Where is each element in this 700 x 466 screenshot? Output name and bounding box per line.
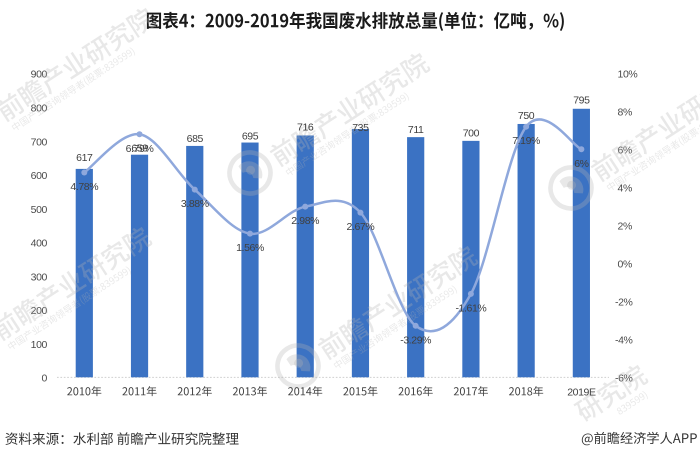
svg-text:6.79%: 6.79%	[126, 143, 154, 155]
svg-text:2.98%: 2.98%	[291, 215, 319, 227]
svg-text:300: 300	[31, 271, 48, 283]
svg-text:7.19%: 7.19%	[512, 135, 540, 147]
svg-text:1.56%: 1.56%	[236, 242, 264, 254]
svg-text:716: 716	[297, 122, 314, 134]
svg-text:2019E: 2019E	[567, 386, 596, 398]
svg-text:617: 617	[76, 152, 93, 164]
svg-text:-3.29%: -3.29%	[400, 334, 431, 346]
svg-text:8%: 8%	[618, 107, 632, 119]
svg-text:0: 0	[42, 373, 48, 385]
svg-text:2%: 2%	[618, 221, 632, 233]
svg-text:100: 100	[31, 339, 48, 351]
svg-text:-2%: -2%	[615, 297, 633, 309]
svg-text:4.78%: 4.78%	[70, 181, 98, 193]
svg-text:0%: 0%	[618, 259, 632, 271]
svg-text:6%: 6%	[574, 158, 588, 170]
svg-text:700: 700	[463, 128, 480, 140]
svg-text:600: 600	[31, 170, 48, 182]
svg-text:3.88%: 3.88%	[181, 198, 209, 210]
svg-text:700: 700	[31, 136, 48, 148]
svg-text:711: 711	[408, 124, 424, 136]
svg-text:685: 685	[187, 133, 204, 145]
svg-text:735: 735	[352, 122, 369, 134]
svg-text:-1.61%: -1.61%	[455, 302, 486, 314]
svg-text:500: 500	[31, 204, 48, 216]
svg-text:795: 795	[573, 95, 590, 107]
svg-text:800: 800	[31, 103, 48, 115]
svg-text:695: 695	[242, 131, 259, 143]
svg-text:2.67%: 2.67%	[347, 221, 375, 233]
svg-text:4%: 4%	[618, 183, 632, 195]
svg-text:10%: 10%	[618, 69, 638, 81]
svg-text:400: 400	[31, 238, 48, 250]
svg-text:-4%: -4%	[615, 335, 633, 347]
svg-text:750: 750	[518, 110, 535, 122]
